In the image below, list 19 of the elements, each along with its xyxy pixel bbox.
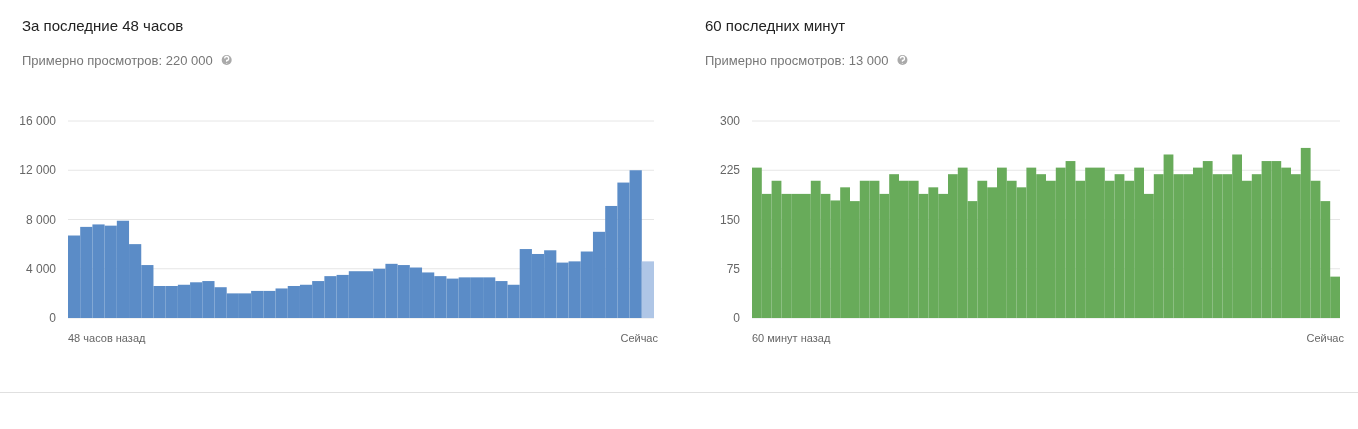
y-tick-label: 150: [719, 212, 741, 227]
y-tick-label: 16 000: [19, 114, 57, 128]
chart-title: 60 последних минут: [705, 17, 846, 34]
text: 48 часов назад: [68, 332, 147, 344]
y-tick-label: 225: [719, 163, 741, 178]
y-tick-label: 12 000: [19, 163, 57, 178]
y-tick-label: 75: [726, 261, 741, 276]
y-tick-label: 4 000: [25, 261, 57, 276]
chart-subtitle: Примерно просмотров: 220 000: [22, 53, 213, 68]
text: 60 минут назад: [752, 332, 831, 344]
y-tick-label: 8 000: [25, 212, 57, 227]
chart-title: За последние 48 часов: [22, 17, 184, 34]
text: Сейчас: [620, 332, 659, 344]
bar: [641, 261, 654, 318]
text: Сейчас: [1306, 332, 1345, 344]
chart-subtitle: Примерно просмотров: 13 000: [705, 53, 889, 68]
y-tick-label: 0: [733, 311, 741, 325]
y-tick-label: 300: [719, 114, 741, 128]
y-tick-label: 0: [49, 311, 57, 325]
